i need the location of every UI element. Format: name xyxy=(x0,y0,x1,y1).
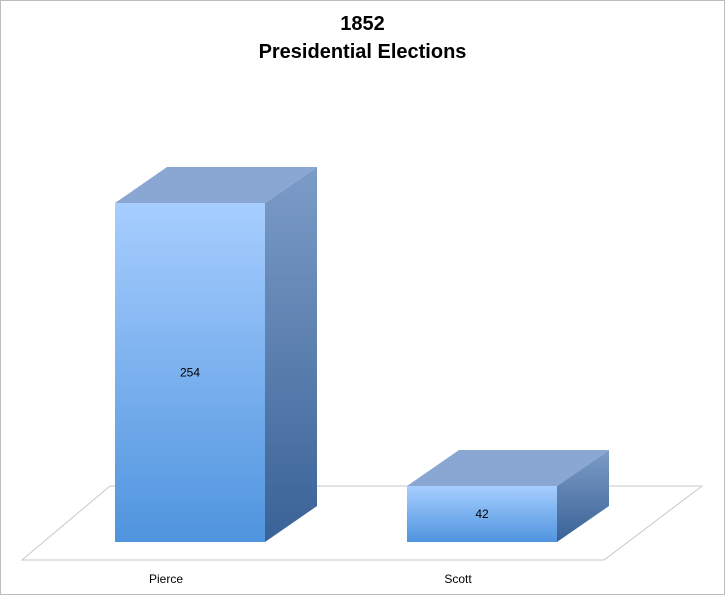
chart-title-line-1: 1852 xyxy=(340,13,385,35)
bars-group: 254 42 xyxy=(115,167,609,542)
data-label-pierce: 254 xyxy=(180,366,200,380)
bar-side-pierce xyxy=(265,167,317,542)
bar-front-pierce xyxy=(115,203,265,542)
bar-side-scott xyxy=(557,449,609,542)
bar-pierce: 254 xyxy=(115,167,317,542)
tick-label-scott: Scott xyxy=(444,572,472,586)
chart-title-line-2: Presidential Elections xyxy=(258,41,467,63)
data-label-scott: 42 xyxy=(475,507,489,521)
bar-top-pierce xyxy=(115,167,317,203)
tick-label-pierce: Pierce xyxy=(149,572,183,586)
bar-front-scott xyxy=(407,485,557,542)
chart-title: 1852 Presidential Elections xyxy=(0,10,725,66)
bar-top-scott xyxy=(407,449,609,486)
category-axis: Pierce Scott xyxy=(149,572,472,586)
bar-scott: 42 xyxy=(407,449,609,542)
